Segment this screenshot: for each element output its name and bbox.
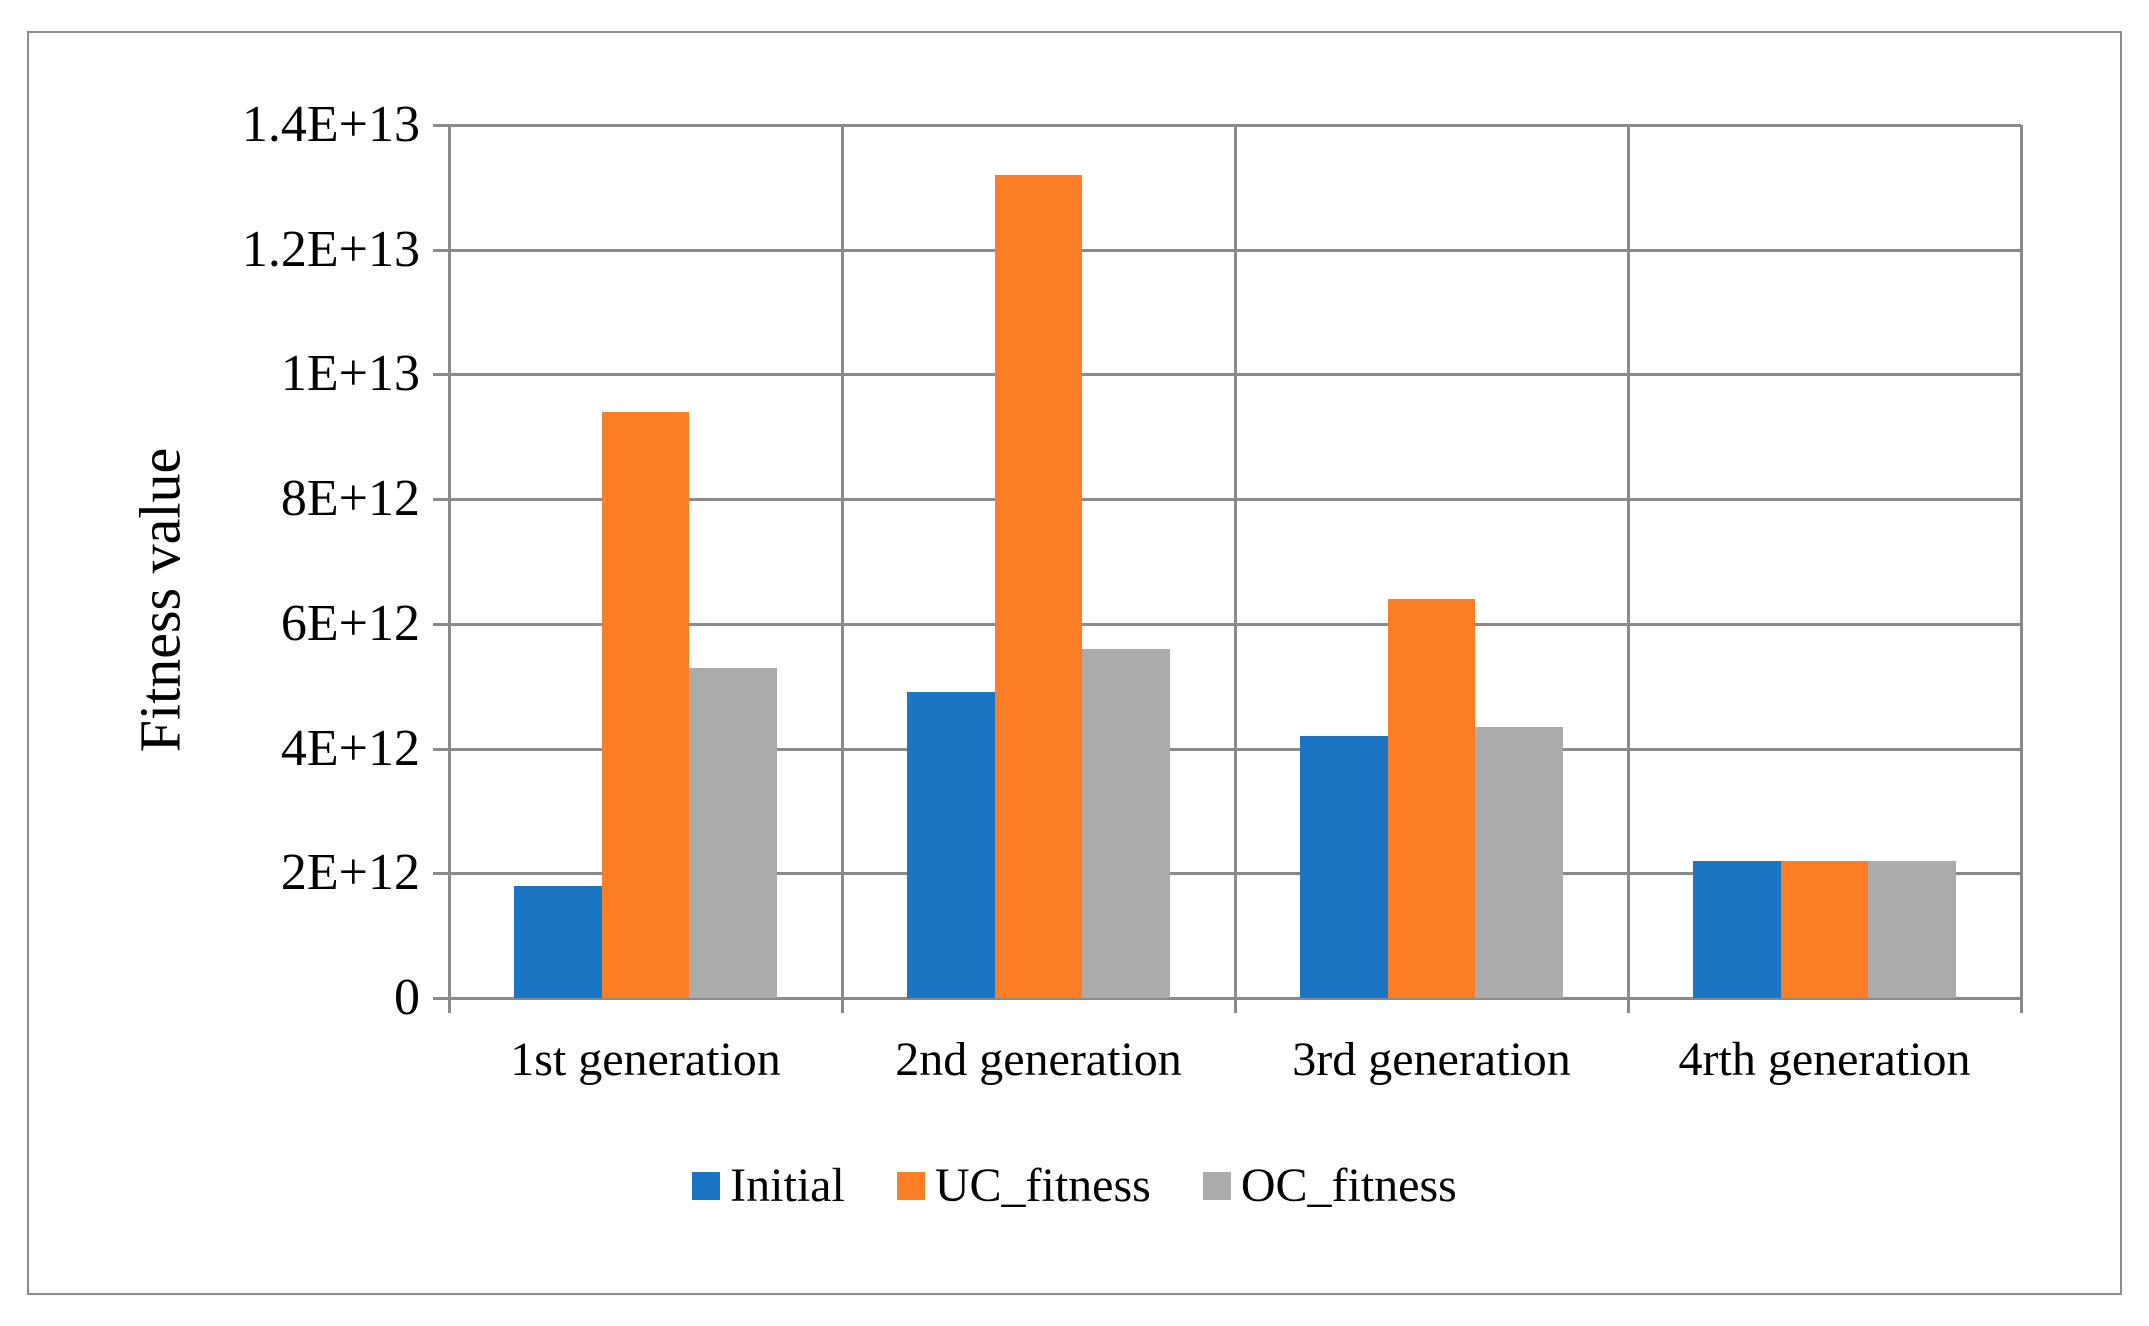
y-tick-label: 4E+12: [280, 719, 420, 777]
x-axis-label: 4rth generation: [1678, 1033, 1971, 1086]
gridline-horizontal: [433, 747, 2021, 751]
y-tick-label: 1.2E+13: [241, 220, 420, 278]
bar-oc_fitness-1: [689, 667, 777, 998]
gridline-vertical: [1234, 125, 1237, 1013]
bar-oc_fitness-2: [1082, 648, 1170, 998]
y-tick-label: 6E+12: [280, 594, 420, 652]
bar-oc_fitness-3: [1475, 726, 1563, 998]
gridline-vertical: [2020, 125, 2023, 1013]
x-axis-line: [433, 997, 2021, 1000]
bar-initial-3: [1300, 736, 1388, 998]
gridline-horizontal: [433, 124, 2021, 127]
legend-item-initial: Initial: [692, 1158, 845, 1213]
gridline-horizontal: [433, 498, 2021, 502]
figure-border: [27, 31, 2122, 1295]
legend-item-oc_fitness: OC_fitness: [1202, 1158, 1457, 1213]
bar-initial-1: [514, 885, 602, 998]
bar-initial-2: [907, 692, 995, 998]
legend-swatch-icon: [692, 1171, 721, 1200]
y-axis-line: [448, 125, 451, 1013]
y-axis-tick-labels: 1.4E+13 1.2E+13 1E+13 8E+12 6E+12 4E+12 2E+12 0: [0, 99, 420, 1024]
bar-uc_fitness-1: [601, 411, 690, 998]
bar-initial-4: [1693, 860, 1781, 998]
legend-swatch-icon: [1202, 1171, 1231, 1200]
bar-group-2: [842, 125, 1235, 998]
bar-uc_fitness-2: [994, 174, 1083, 998]
gridline-horizontal: [433, 373, 2021, 377]
gridline-horizontal: [433, 622, 2021, 626]
bar-uc_fitness-3: [1387, 598, 1476, 998]
legend-item-uc_fitness: UC_fitness: [896, 1158, 1151, 1213]
gridline-vertical: [1627, 125, 1630, 1013]
bar-oc_fitness-4: [1868, 860, 1956, 998]
bar-group-1: [449, 125, 842, 998]
y-tick-label: 1.4E+13: [241, 96, 420, 153]
plot-area: [433, 124, 2023, 1013]
gridline-horizontal: [433, 872, 2021, 876]
x-axis-label: 2nd generation: [895, 1033, 1182, 1086]
x-axis-labels: 1st generation 2nd generation 3rd generati…: [449, 1032, 2021, 1087]
gridline-vertical: [841, 125, 844, 1013]
bar-uc_fitness-4: [1780, 860, 1869, 998]
legend-swatch-icon: [896, 1171, 925, 1200]
x-axis-label: 1st generation: [510, 1033, 781, 1086]
y-tick-label: 0: [394, 969, 420, 1026]
bar-group-3: [1235, 125, 1628, 998]
legend-label: OC_fitness: [1240, 1159, 1457, 1212]
legend: Initial UC_fitness OC_fitness: [0, 1158, 2149, 1213]
legend-label: UC_fitness: [934, 1159, 1151, 1212]
bar-groups: [449, 125, 2021, 998]
y-tick-label: 8E+12: [280, 470, 420, 528]
y-tick-label: 1E+13: [280, 345, 420, 403]
y-tick-label: 2E+12: [280, 844, 420, 902]
bar-group-4: [1628, 125, 2021, 998]
gridline-horizontal: [433, 248, 2021, 252]
legend-label: Initial: [730, 1159, 845, 1212]
x-axis-label: 3rd generation: [1292, 1033, 1571, 1086]
